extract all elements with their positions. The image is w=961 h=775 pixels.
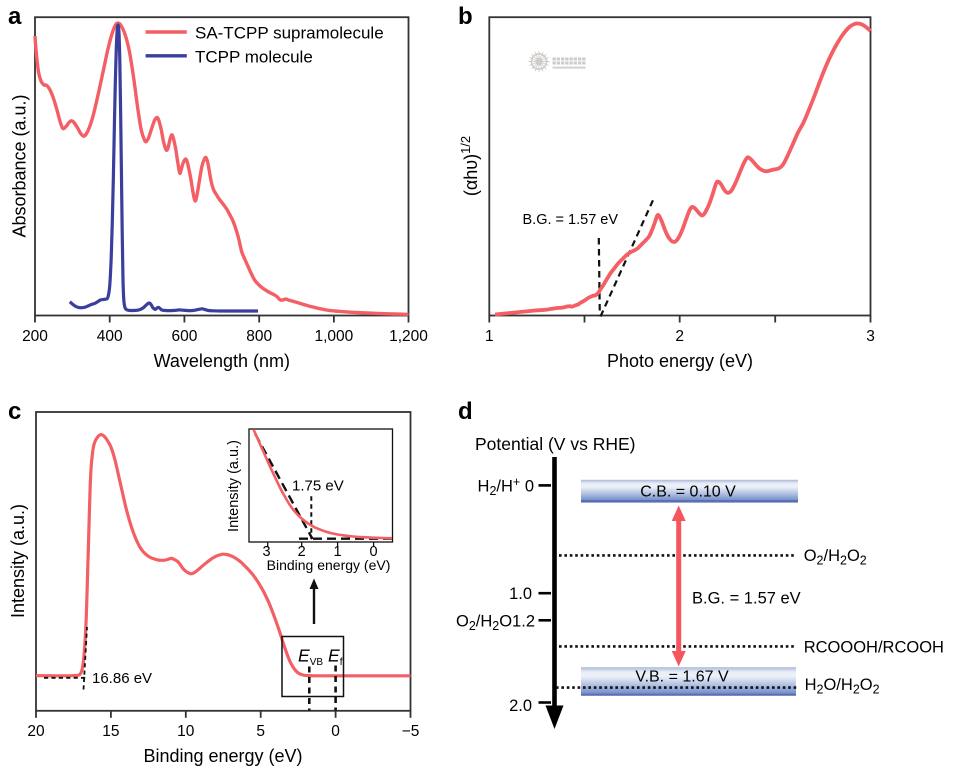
svg-text:600: 600 [171,328,197,345]
svg-text:Potential (V vs RHE): Potential (V vs RHE) [475,434,635,454]
svg-text:B.G. = 1.57 eV: B.G. = 1.57 eV [692,590,801,608]
svg-text:20: 20 [27,723,45,740]
svg-text:1.75 eV: 1.75 eV [292,478,344,495]
svg-text:1.0: 1.0 [509,585,532,603]
svg-text:H2/H+ 0: H2/H+ 0 [478,475,534,498]
svg-text:B.G. = 1.57 eV: B.G. = 1.57 eV [523,212,619,228]
svg-text:(αhυ)1/2: (αhυ)1/2 [458,136,481,196]
svg-text:−5: −5 [402,723,420,740]
svg-text:800: 800 [246,328,272,345]
svg-text:EVB: EVB [298,646,323,669]
svg-text:15: 15 [102,723,119,740]
svg-text:Wavelength (nm): Wavelength (nm) [154,351,290,371]
svg-text:Intensity (a.u.): Intensity (a.u.) [226,440,242,532]
svg-text:3: 3 [262,544,270,560]
svg-text:V.B. = 1.67 V: V.B. = 1.67 V [635,668,729,685]
svg-text:d: d [458,398,473,425]
svg-text:b: b [458,3,473,30]
svg-text:400: 400 [97,328,123,345]
svg-text:SA-TCPP supramolecule: SA-TCPP supramolecule [195,24,384,43]
svg-text:Intensity (a.u.): Intensity (a.u.) [8,504,28,618]
svg-text:O2/H2O2: O2/H2O2 [804,547,867,568]
svg-text:200: 200 [22,328,48,345]
svg-text:1: 1 [334,544,342,560]
svg-text:16.86 eV: 16.86 eV [92,670,152,687]
svg-text:10: 10 [177,723,195,740]
svg-text:1: 1 [485,328,494,345]
svg-text:TCPP molecule: TCPP molecule [195,47,313,66]
svg-text:Binding energy (eV): Binding energy (eV) [143,746,302,766]
svg-text:Photo energy (eV): Photo energy (eV) [607,351,753,371]
svg-text:5: 5 [256,723,265,740]
svg-text:RCOOOH/RCOOH: RCOOOH/RCOOH [804,638,944,656]
svg-text:Absorbance (a.u.): Absorbance (a.u.) [10,94,30,237]
svg-text:2.0: 2.0 [509,697,532,715]
svg-text:c: c [8,398,21,425]
svg-text:Binding energy (eV): Binding energy (eV) [267,557,391,573]
svg-text:2: 2 [675,328,684,345]
svg-text:O2/H2O1.2: O2/H2O1.2 [456,612,535,633]
svg-text:1,200: 1,200 [389,328,428,345]
svg-text:0: 0 [370,544,378,560]
svg-text:a: a [8,3,22,30]
svg-text:Ef: Ef [328,646,343,669]
svg-text:0: 0 [331,723,340,740]
svg-text:1,000: 1,000 [315,328,354,345]
svg-text:H2O/H2O2: H2O/H2O2 [805,676,880,697]
svg-text:3: 3 [866,328,875,345]
svg-text:2: 2 [298,544,306,560]
svg-text:C.B. = 0.10 V: C.B. = 0.10 V [640,484,736,501]
